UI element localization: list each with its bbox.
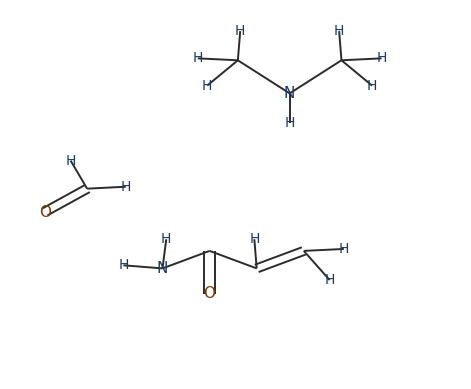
Text: O: O (203, 286, 216, 301)
Text: N: N (157, 261, 168, 276)
Text: H: H (334, 24, 344, 38)
Text: N: N (284, 86, 295, 101)
Text: H: H (284, 116, 295, 130)
Text: H: H (202, 79, 212, 93)
Text: H: H (193, 51, 203, 65)
Text: H: H (121, 180, 131, 194)
Text: H: H (325, 273, 335, 287)
Text: H: H (367, 79, 377, 93)
Text: H: H (339, 242, 349, 256)
Text: H: H (249, 232, 260, 246)
Text: H: H (161, 232, 171, 246)
Text: H: H (235, 24, 245, 38)
Text: H: H (376, 51, 387, 65)
Text: H: H (118, 258, 129, 272)
Text: O: O (39, 205, 51, 219)
Text: H: H (65, 154, 76, 168)
